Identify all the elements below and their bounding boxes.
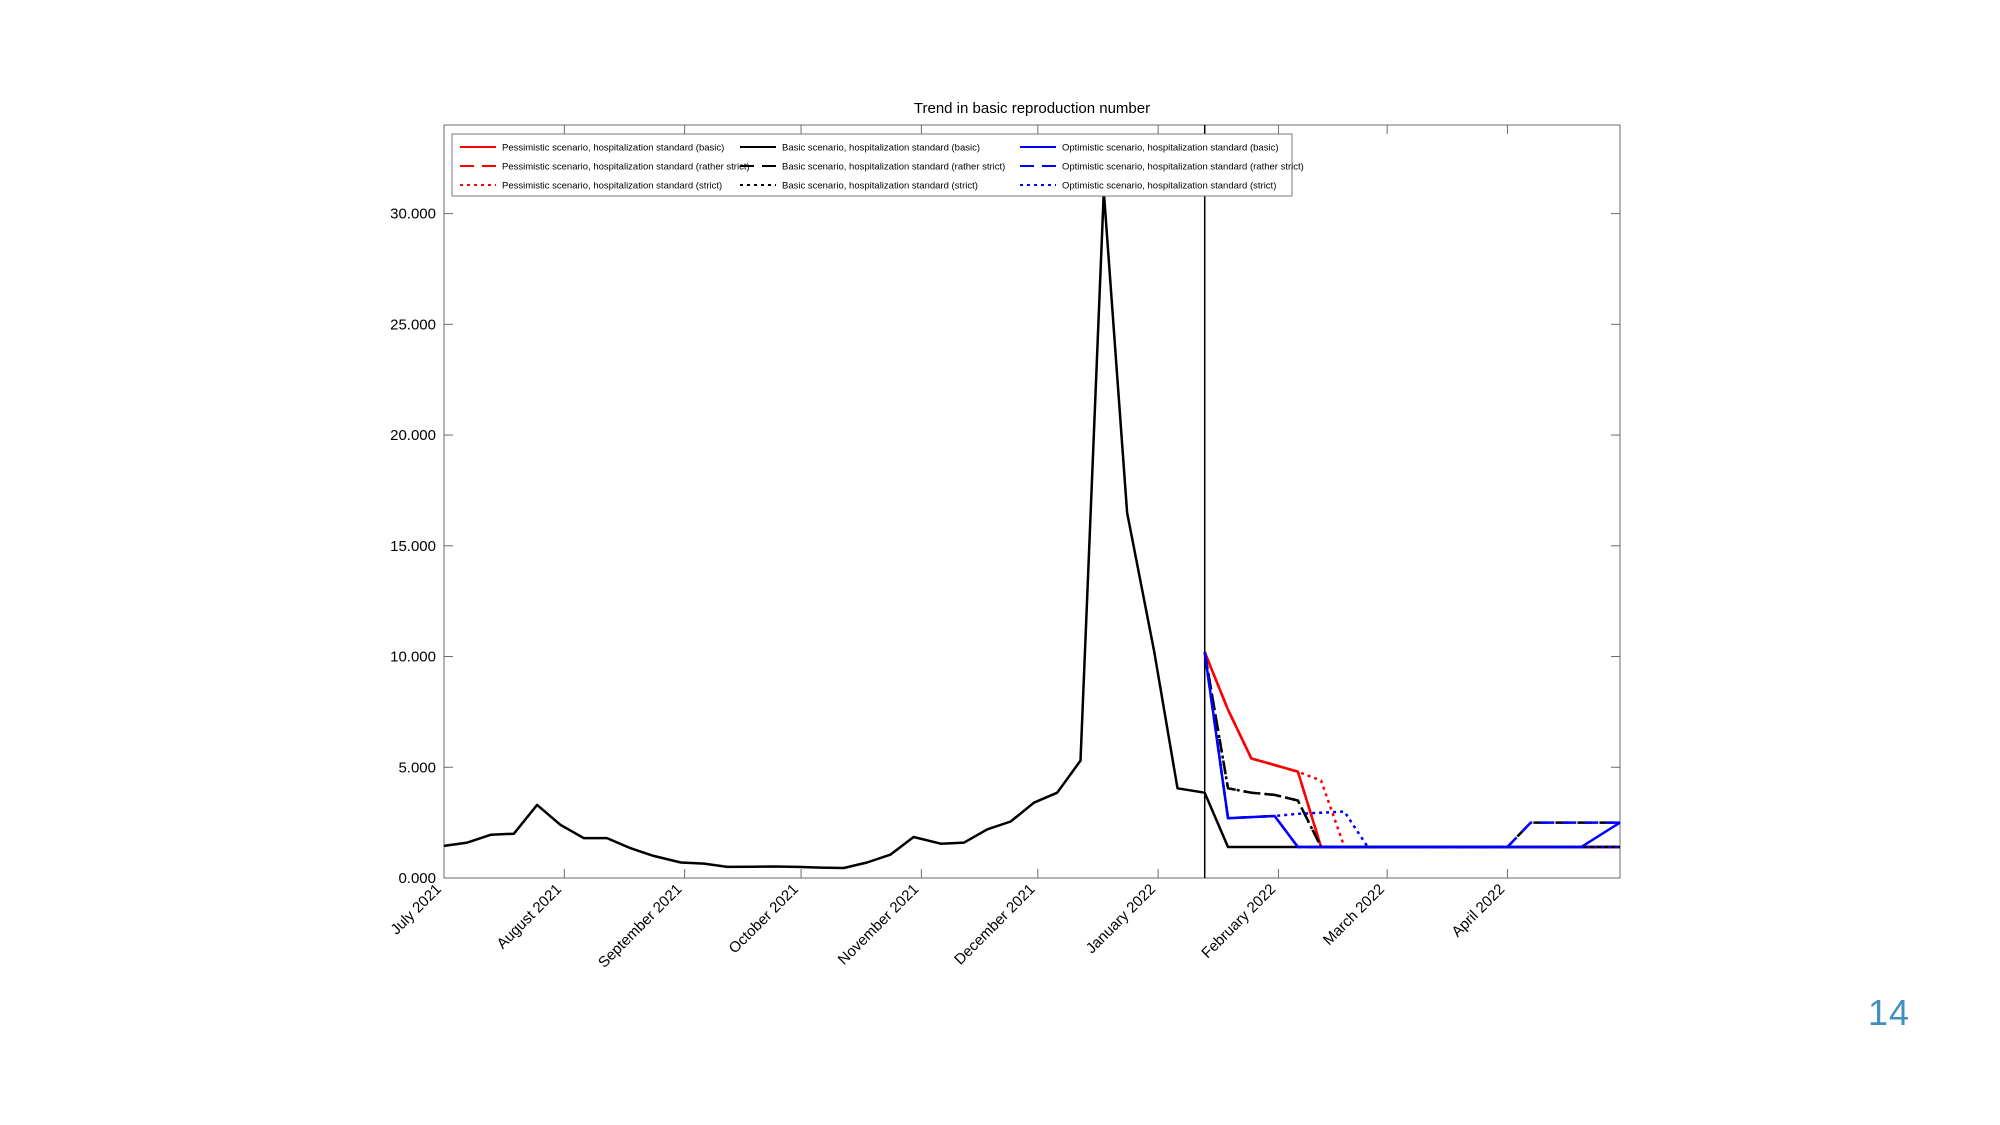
x-tick-label: November 2021 <box>835 881 922 968</box>
plot-frame <box>443 124 1621 879</box>
legend-label: Basic scenario, hospitalization standard… <box>782 162 1005 173</box>
y-tick-label: 5.000 <box>398 759 436 776</box>
y-tick-label: 25.000 <box>390 316 436 333</box>
legend-box <box>451 133 1293 197</box>
x-tick-label: October 2021 <box>726 881 802 957</box>
series-line <box>1203 651 1620 849</box>
series-line <box>1203 651 1621 849</box>
legend-label: Pessimistic scenario, hospitalization st… <box>502 162 750 173</box>
series-line <box>1203 651 1620 849</box>
x-tick-label: August 2021 <box>494 881 566 953</box>
legend-label: Pessimistic scenario, hospitalization st… <box>502 181 722 192</box>
series-line <box>1203 651 1620 849</box>
legend-label: Pessimistic scenario, hospitalization st… <box>502 143 724 154</box>
x-tick-label: February 2022 <box>1198 881 1279 962</box>
series-line <box>1203 651 1620 849</box>
y-tick-label: 15.000 <box>390 538 436 555</box>
series-line <box>1203 651 1620 849</box>
legend-label: Optimistic scenario, hospitalization sta… <box>1062 181 1276 192</box>
legend-label: Optimistic scenario, hospitalization sta… <box>1062 162 1304 173</box>
legend-label: Basic scenario, hospitalization standard… <box>782 143 980 154</box>
series-line <box>443 190 1620 870</box>
legend-label: Basic scenario, hospitalization standard… <box>782 181 978 192</box>
page-number: 14 <box>1868 992 1911 1033</box>
axes: 0.000 5.000 10.000 15.000 20.000 25.000 30.000… <box>387 124 1621 971</box>
series-lines <box>443 190 1621 870</box>
series-line <box>1203 651 1620 849</box>
chart-title: Trend in basic reproduction number <box>914 100 1150 117</box>
x-tick-label: July 2021 <box>387 881 444 938</box>
x-tick-label: September 2021 <box>595 881 685 971</box>
x-tick-label: January 2022 <box>1083 881 1159 957</box>
legend: Pessimistic scenario, hospitalization st… <box>451 133 1304 197</box>
x-tick-label: March 2022 <box>1320 881 1388 949</box>
y-tick-label: 30.000 <box>390 206 436 223</box>
series-line <box>1203 651 1620 849</box>
x-tick-label: April 2022 <box>1448 881 1508 941</box>
x-tick-label: December 2021 <box>951 881 1038 968</box>
y-tick-label: 10.000 <box>390 649 436 666</box>
y-tick-label: 0.000 <box>398 870 436 887</box>
y-tick-label: 20.000 <box>390 427 436 444</box>
legend-label: Optimistic scenario, hospitalization sta… <box>1062 143 1278 154</box>
